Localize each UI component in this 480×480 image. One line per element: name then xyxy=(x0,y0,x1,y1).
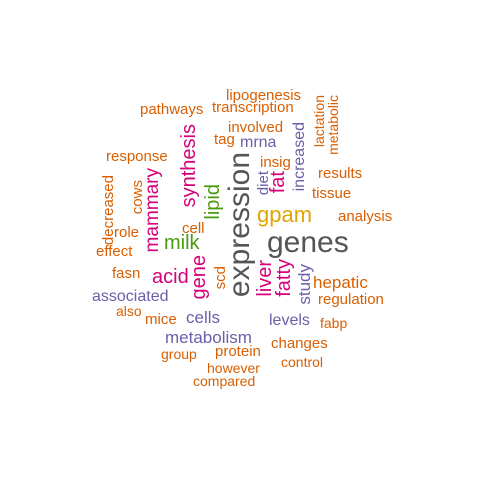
word-mrna: mrna xyxy=(240,134,277,151)
word-increased: increased xyxy=(291,122,308,192)
word-control: control xyxy=(281,354,324,370)
word-also: also xyxy=(116,303,142,319)
word-transcription: transcription xyxy=(212,99,294,116)
word-lactation: lactation xyxy=(311,95,327,148)
word-lipogenesis: lipogenesis xyxy=(226,87,302,104)
word-changes: changes xyxy=(271,335,328,352)
word-effect: effect xyxy=(96,243,133,260)
word-liver: liver xyxy=(254,260,276,297)
word-acid: acid xyxy=(152,266,189,288)
word-tissue: tissue xyxy=(312,185,352,202)
word-fabp: fabp xyxy=(320,315,348,331)
word-gpam: gpam xyxy=(257,202,313,227)
word-pathways: pathways xyxy=(140,101,204,118)
word-cell: cell xyxy=(182,220,205,237)
word-scd: scd xyxy=(212,266,229,290)
word-insig: insig xyxy=(260,154,291,171)
word-metabolism: metabolism xyxy=(165,328,252,347)
word-fatty: fatty xyxy=(273,259,295,297)
word-synthesis: synthesis xyxy=(178,124,200,208)
word-compared: compared xyxy=(193,373,256,389)
word-associated: associated xyxy=(92,288,169,305)
word-milk: milk xyxy=(164,232,200,254)
word-mice: mice xyxy=(145,311,177,328)
word-results: results xyxy=(318,165,363,182)
word-lipid: lipid xyxy=(202,184,224,220)
word-study: study xyxy=(295,264,314,305)
word-group: group xyxy=(161,346,197,362)
word-involved: involved xyxy=(228,119,284,136)
word-cows: cows xyxy=(129,180,146,215)
word-however: however xyxy=(207,360,260,376)
word-tag: tag xyxy=(214,131,235,148)
word-regulation: regulation xyxy=(318,291,384,308)
word-response: response xyxy=(106,148,168,165)
word-role: role xyxy=(114,224,140,241)
word-cells: cells xyxy=(186,308,221,327)
word-metabolic: metabolic xyxy=(325,95,341,155)
word-analysis: analysis xyxy=(338,208,393,225)
word-fat: fat xyxy=(267,171,289,194)
word-protein: protein xyxy=(215,343,261,360)
word-expression: expression xyxy=(223,152,256,298)
word-levels: levels xyxy=(269,312,310,329)
word-fasn: fasn xyxy=(112,265,141,282)
word-gene: gene xyxy=(188,255,210,300)
word-genes: genes xyxy=(267,226,349,259)
word-hepatic: hepatic xyxy=(313,273,368,292)
